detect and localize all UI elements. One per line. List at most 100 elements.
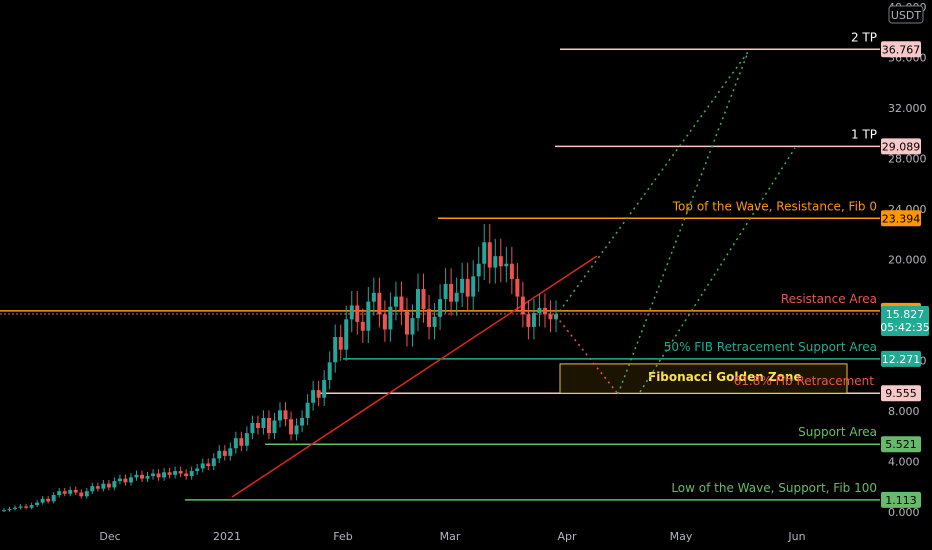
candle-body — [222, 450, 227, 456]
level-price-tag-bg — [881, 436, 921, 453]
candle-body — [211, 458, 216, 466]
candle-body — [189, 471, 194, 477]
candle-body — [29, 505, 34, 508]
candle-body — [46, 498, 51, 502]
candle-body — [217, 450, 222, 459]
candle-body — [156, 473, 161, 478]
candle-body — [311, 390, 316, 403]
level-price-tag-bg — [881, 41, 921, 58]
candle-body — [117, 478, 122, 482]
candle-body — [327, 362, 332, 381]
candle-body — [366, 301, 371, 331]
candle-body — [438, 299, 443, 317]
candle-body — [443, 283, 448, 300]
candle-body — [79, 492, 84, 497]
candle-body — [382, 314, 387, 330]
candle-body — [537, 307, 542, 314]
current-price-value: 15.827 — [886, 308, 925, 321]
x-tick-label: 2021 — [213, 530, 241, 543]
candle-body — [338, 337, 343, 350]
candle-body — [24, 506, 29, 508]
candle-body — [427, 309, 432, 327]
candle-body — [454, 292, 459, 302]
candle-body — [449, 283, 454, 302]
candle-body — [289, 419, 294, 435]
candle-body — [13, 507, 18, 509]
candle-body — [206, 463, 211, 466]
candle-body — [35, 502, 40, 506]
x-tick-label: Jun — [787, 530, 805, 543]
candle-body — [283, 410, 288, 420]
candle-body — [73, 489, 78, 493]
candle-body — [167, 472, 172, 475]
candle-body — [471, 276, 476, 297]
candle-body — [421, 289, 426, 310]
current-price-countdown: 05:42:35 — [880, 321, 929, 334]
candle-body — [476, 263, 481, 277]
candle-body — [493, 256, 498, 268]
x-tick-label: Dec — [99, 530, 120, 543]
candle-body — [112, 481, 117, 488]
level-label: Low of the Wave, Support, Fib 100 — [671, 481, 877, 495]
candle-body — [305, 402, 310, 418]
level-price-tag: 1.113 — [885, 494, 917, 507]
candle-body — [128, 477, 133, 483]
level-price-tag: 36.767 — [882, 43, 921, 56]
candle-body — [18, 506, 23, 508]
candle-body — [333, 337, 338, 363]
candle-body — [531, 313, 536, 327]
candle-body — [377, 292, 382, 315]
candle-body — [272, 420, 277, 434]
candle-body — [322, 380, 327, 398]
candle-body — [200, 463, 205, 469]
candle-body — [134, 474, 139, 478]
candle-body — [416, 289, 420, 319]
trendline-group — [231, 255, 598, 498]
candle-body — [404, 311, 409, 335]
level-price-tag: 9.555 — [885, 387, 917, 400]
candle-body — [410, 318, 415, 335]
candle-body — [360, 321, 365, 331]
currency-badge[interactable]: USDT — [888, 5, 924, 24]
projection-group — [555, 51, 796, 395]
currency-label: USDT — [891, 9, 922, 22]
golden-zone-box — [559, 363, 848, 394]
level-price-tag: 5.521 — [885, 438, 917, 451]
level-label: Resistance Area — [781, 292, 877, 306]
level-label: Top of the Wave, Resistance, Fib 0 — [672, 199, 877, 213]
candle-body — [509, 263, 514, 279]
candles-group — [2, 224, 558, 513]
golden-zone-label: Fibonacci Golden Zone — [648, 370, 802, 384]
candle-body — [482, 242, 487, 264]
projection-up-path — [617, 51, 749, 395]
candle-body — [228, 448, 233, 456]
level-price-tag: 12.271 — [882, 353, 921, 366]
candle-body — [355, 305, 360, 322]
candle-body — [388, 306, 393, 330]
y-tick-label: 0.000 — [888, 506, 920, 519]
candle-body — [399, 296, 404, 312]
candle-body — [349, 305, 354, 320]
candle-body — [487, 242, 492, 268]
candle-body — [233, 438, 238, 449]
candle-body — [250, 422, 255, 434]
candle-body — [515, 278, 520, 297]
candle-body — [173, 471, 178, 475]
trendline — [231, 255, 598, 498]
golden-zone-group: Fibonacci Golden Zone — [559, 363, 848, 394]
x-tick-label: Feb — [333, 530, 352, 543]
candle-body — [278, 410, 282, 421]
candle-body — [300, 417, 305, 426]
candle-body — [2, 510, 6, 512]
level-label: 2 TP — [851, 30, 877, 44]
level-price-tag-bg — [881, 491, 921, 508]
current-price-tag-bg — [881, 305, 929, 336]
candle-body — [239, 438, 244, 446]
candle-body — [294, 425, 299, 435]
candle-body — [344, 319, 349, 350]
level-price-tag-bg — [881, 138, 921, 155]
candle-body — [520, 296, 525, 315]
time-axis[interactable]: Dec 2021 Feb Mar Apr May Jun — [99, 530, 805, 543]
